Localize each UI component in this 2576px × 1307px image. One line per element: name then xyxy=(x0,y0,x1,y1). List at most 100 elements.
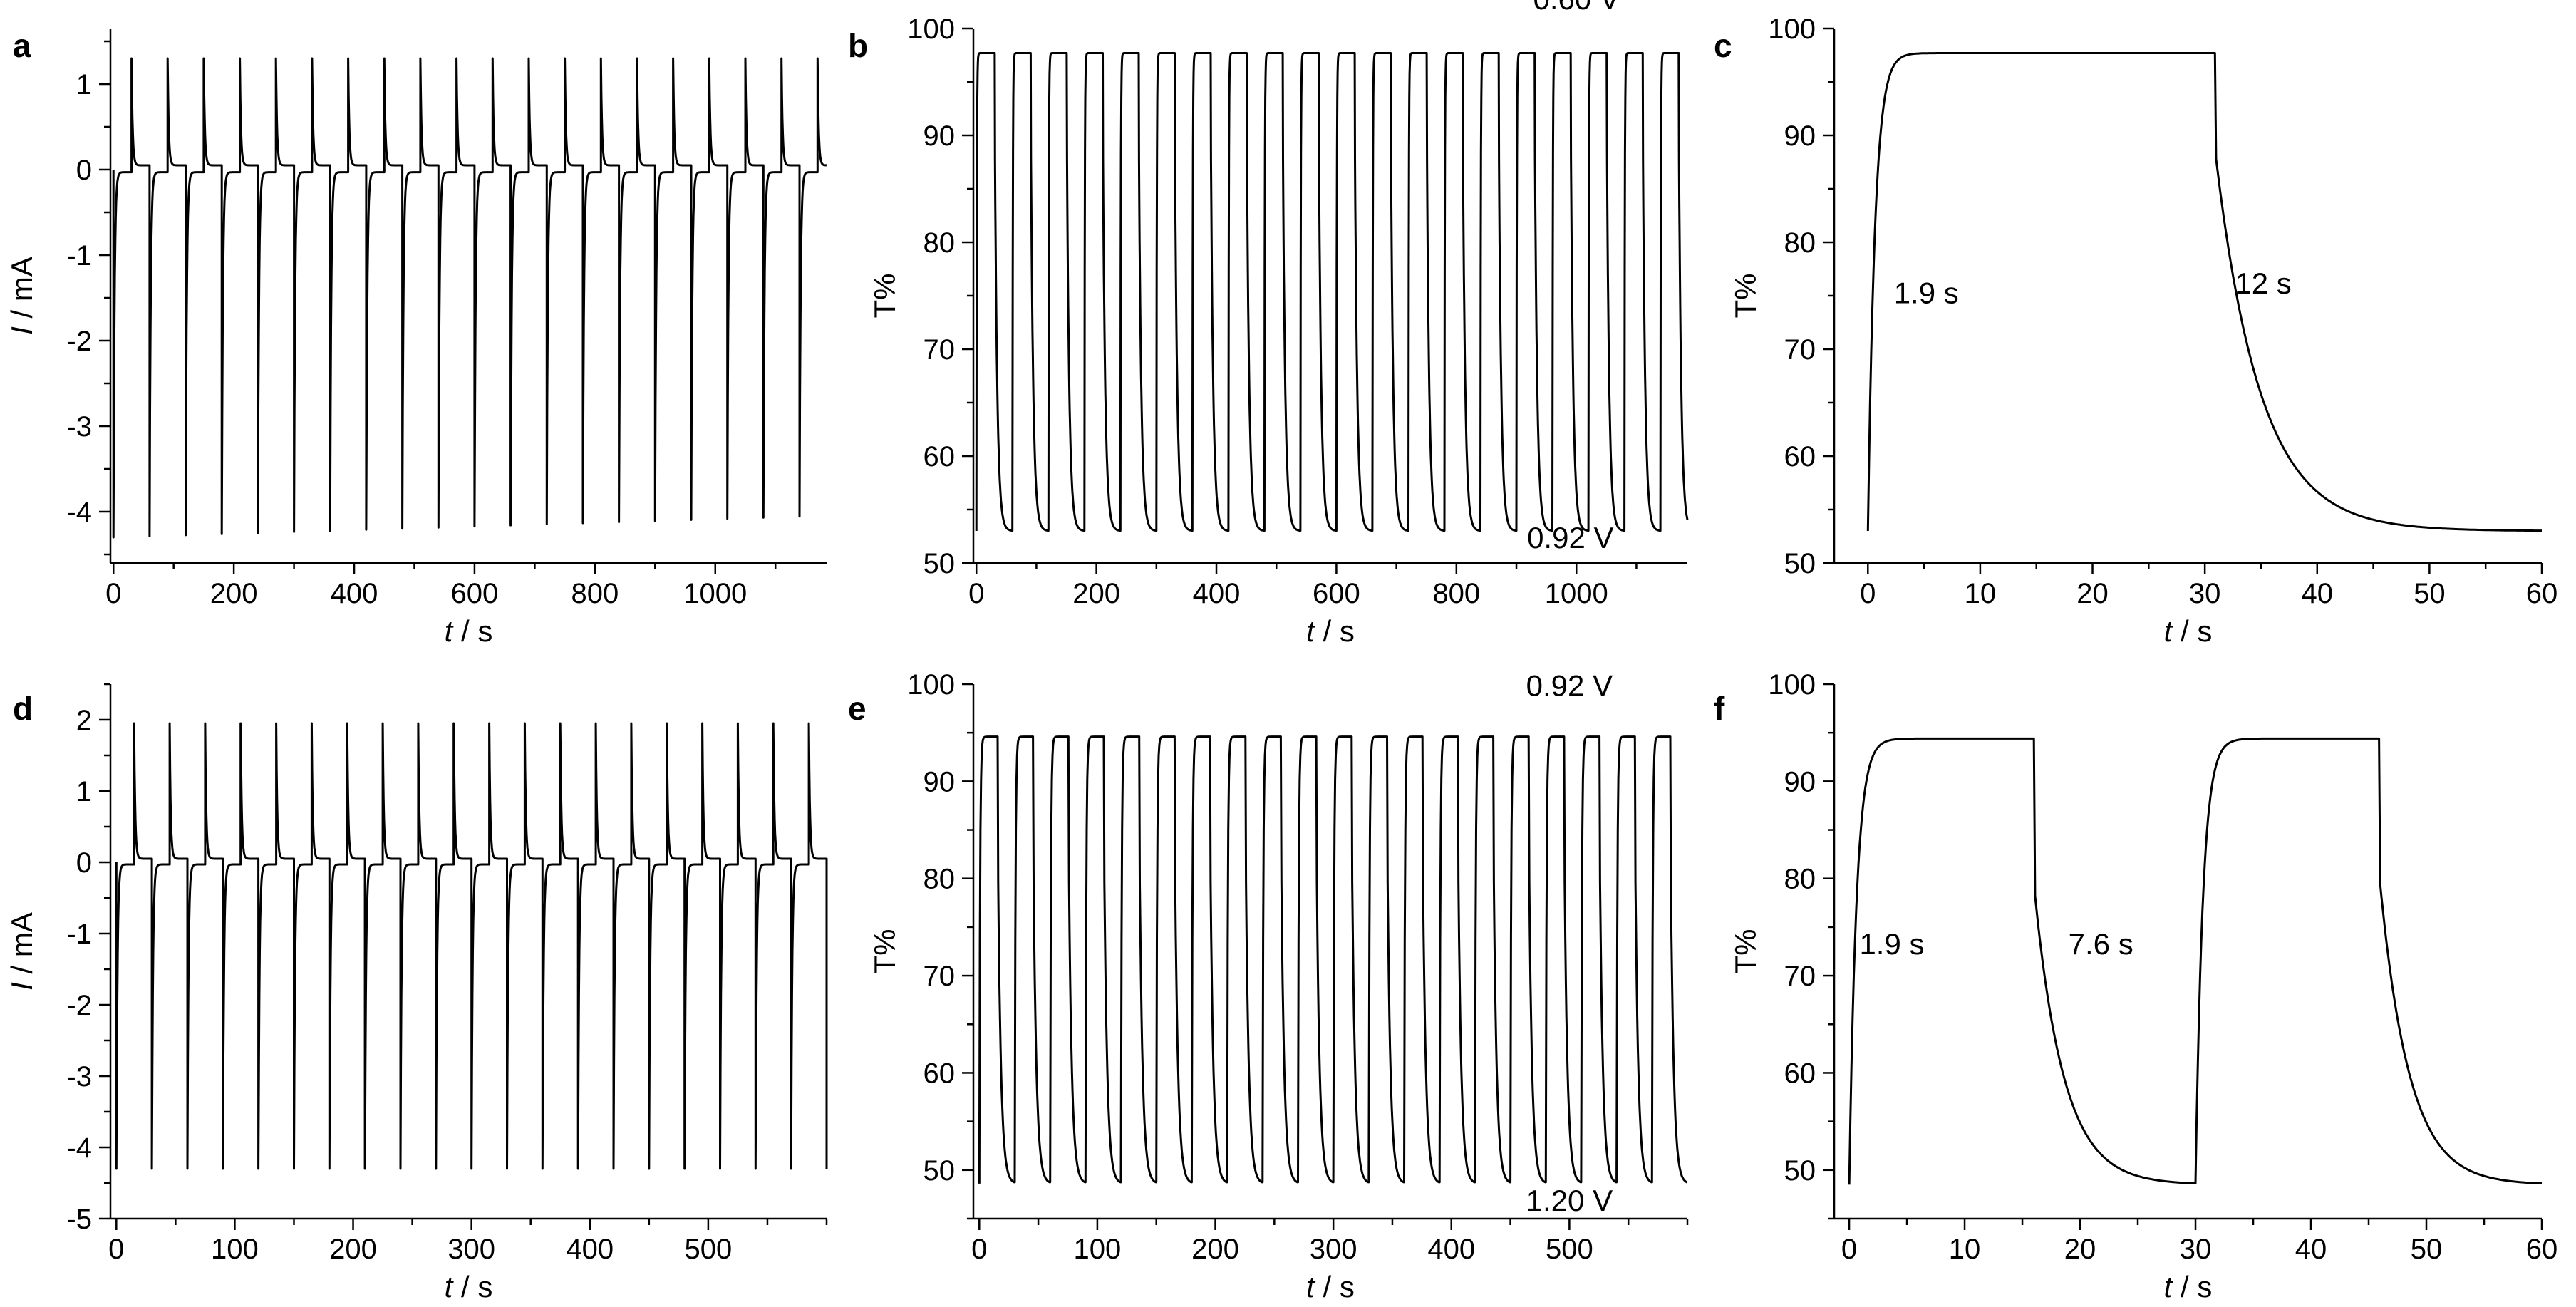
panel-d: d -5 -4 -3 -2 -1 0 1 2 0 100 200 300 400 500 t / s I / m… xyxy=(5,683,828,1303)
y-tick-label: 0 xyxy=(76,155,92,186)
annotation-label: 0.92 V xyxy=(1527,521,1613,554)
y-tick-label: 80 xyxy=(1784,864,1816,895)
panel-letter: a xyxy=(13,27,31,64)
x-tick-label: 200 xyxy=(210,578,258,609)
y-tick-label: 60 xyxy=(1784,1058,1816,1089)
panel-letter: f xyxy=(1714,690,1725,727)
y-tick-label: 60 xyxy=(924,1058,956,1089)
y-tick-label: 70 xyxy=(1784,334,1816,366)
y-tick-label: 60 xyxy=(1784,441,1816,472)
series-line xyxy=(975,52,1689,532)
panel-c: c 50 60 70 80 90 100 0 10 20 30 40 50 60 t / s T% 1.9 s 1… xyxy=(1714,14,2557,648)
y-tick-label: 50 xyxy=(924,548,956,579)
y-tick-label: -5 xyxy=(66,1204,92,1235)
panel-f: f 50 60 70 80 90 100 0 10 20 30 40 50 60 t / s T% 1.9 s 7… xyxy=(1714,669,2557,1303)
panel-letter: c xyxy=(1714,27,1732,64)
x-tick-label: 400 xyxy=(1193,578,1241,609)
annotation-label: 1.20 V xyxy=(1526,1184,1613,1217)
panel-letter: d xyxy=(13,690,33,727)
y-tick-label: 100 xyxy=(907,14,955,45)
y-axis-var: T% xyxy=(1729,274,1762,319)
panel-letter: b xyxy=(848,27,868,64)
y-axis-var: I xyxy=(5,326,38,335)
y-axis-var: T% xyxy=(868,929,901,974)
x-axis-label: t / s xyxy=(445,1270,493,1303)
y-axis-var: I xyxy=(5,982,38,991)
x-axis-label: t / s xyxy=(1306,614,1355,648)
panel-letter: e xyxy=(848,690,867,727)
x-tick-label: 600 xyxy=(1313,578,1360,609)
x-tick-label: 500 xyxy=(685,1234,733,1265)
x-axis-unit: / s xyxy=(452,1270,492,1303)
x-tick-label: 800 xyxy=(1432,578,1480,609)
x-tick-label: 10 xyxy=(1949,1234,1981,1265)
series-line xyxy=(1866,52,2542,532)
y-tick-label: 70 xyxy=(1784,961,1816,992)
y-tick-label: 1 xyxy=(76,69,92,100)
x-tick-label: 400 xyxy=(1427,1234,1475,1265)
y-tick-label: 90 xyxy=(924,120,956,152)
y-tick-label: 80 xyxy=(1784,227,1816,259)
y-tick-label: 1 xyxy=(76,776,92,807)
series-line xyxy=(115,722,828,1170)
x-tick-label: 50 xyxy=(2411,1234,2443,1265)
x-axis-label: t / s xyxy=(2164,1270,2213,1303)
y-axis-var: T% xyxy=(1729,929,1762,974)
x-tick-label: 20 xyxy=(2064,1234,2096,1265)
y-tick-label: 80 xyxy=(924,227,956,259)
x-tick-label: 400 xyxy=(331,578,378,609)
y-tick-label: 90 xyxy=(924,766,956,797)
y-tick-label: -4 xyxy=(66,1132,92,1164)
x-tick-label: 800 xyxy=(571,578,619,609)
y-tick-label: 50 xyxy=(1784,548,1816,579)
y-axis-label: I / mA xyxy=(5,257,38,335)
y-tick-label: -3 xyxy=(66,411,92,443)
annotation-label: 7.6 s xyxy=(2069,927,2133,961)
x-tick-label: 400 xyxy=(566,1234,614,1265)
annotation-label: 0.60 V xyxy=(1533,0,1620,16)
y-tick-label: -2 xyxy=(66,990,92,1021)
x-tick-label: 10 xyxy=(1965,578,1997,609)
y-tick-label: 70 xyxy=(924,961,956,992)
panel-a: a -4 -3 -2 -1 0 1 0 200 400 600 800 1000 t / s I / mA xyxy=(5,27,827,648)
annotation-label: 12 s xyxy=(2235,267,2291,300)
x-tick-label: 0 xyxy=(105,578,121,609)
y-tick-label: 100 xyxy=(1768,669,1816,701)
y-axis-label: T% xyxy=(868,929,901,974)
x-tick-label: 500 xyxy=(1546,1234,1593,1265)
y-axis-unit: / mA xyxy=(5,257,38,326)
y-tick-label: 100 xyxy=(907,669,955,701)
x-axis-var: t xyxy=(1306,614,1316,648)
x-tick-label: 300 xyxy=(1310,1234,1357,1265)
y-tick-label: 90 xyxy=(1784,120,1816,152)
x-axis-var: t xyxy=(445,614,455,648)
x-axis-label: t / s xyxy=(1306,1270,1355,1303)
x-tick-label: 20 xyxy=(2076,578,2109,609)
series-line xyxy=(978,735,1688,1184)
y-tick-label: 50 xyxy=(924,1155,956,1187)
x-axis-label: t / s xyxy=(445,614,493,648)
x-tick-label: 100 xyxy=(1074,1234,1122,1265)
x-axis-var: t xyxy=(2164,614,2174,648)
x-tick-label: 40 xyxy=(2295,1234,2327,1265)
x-tick-label: 200 xyxy=(1072,578,1120,609)
x-axis-var: t xyxy=(2164,1270,2174,1303)
y-axis-label: T% xyxy=(1729,274,1762,319)
annotation-label: 1.9 s xyxy=(1894,277,1959,310)
y-tick-label: 100 xyxy=(1768,14,1816,45)
x-tick-label: 1000 xyxy=(1545,578,1608,609)
panel-e: e 50 60 70 80 90 100 0 100 200 300 400 500 t / s T% 0.9… xyxy=(848,668,1689,1303)
x-tick-label: 200 xyxy=(329,1234,377,1265)
y-tick-label: 2 xyxy=(76,705,92,736)
x-tick-label: 0 xyxy=(1841,1234,1857,1265)
x-tick-label: 0 xyxy=(108,1234,124,1265)
y-tick-label: -1 xyxy=(66,240,92,272)
annotation-label: 1.9 s xyxy=(1859,927,1924,961)
x-tick-label: 50 xyxy=(2414,578,2446,609)
y-tick-label: -4 xyxy=(66,497,92,528)
x-tick-label: 0 xyxy=(968,578,984,609)
x-axis-var: t xyxy=(445,1270,455,1303)
x-tick-label: 60 xyxy=(2526,1234,2558,1265)
